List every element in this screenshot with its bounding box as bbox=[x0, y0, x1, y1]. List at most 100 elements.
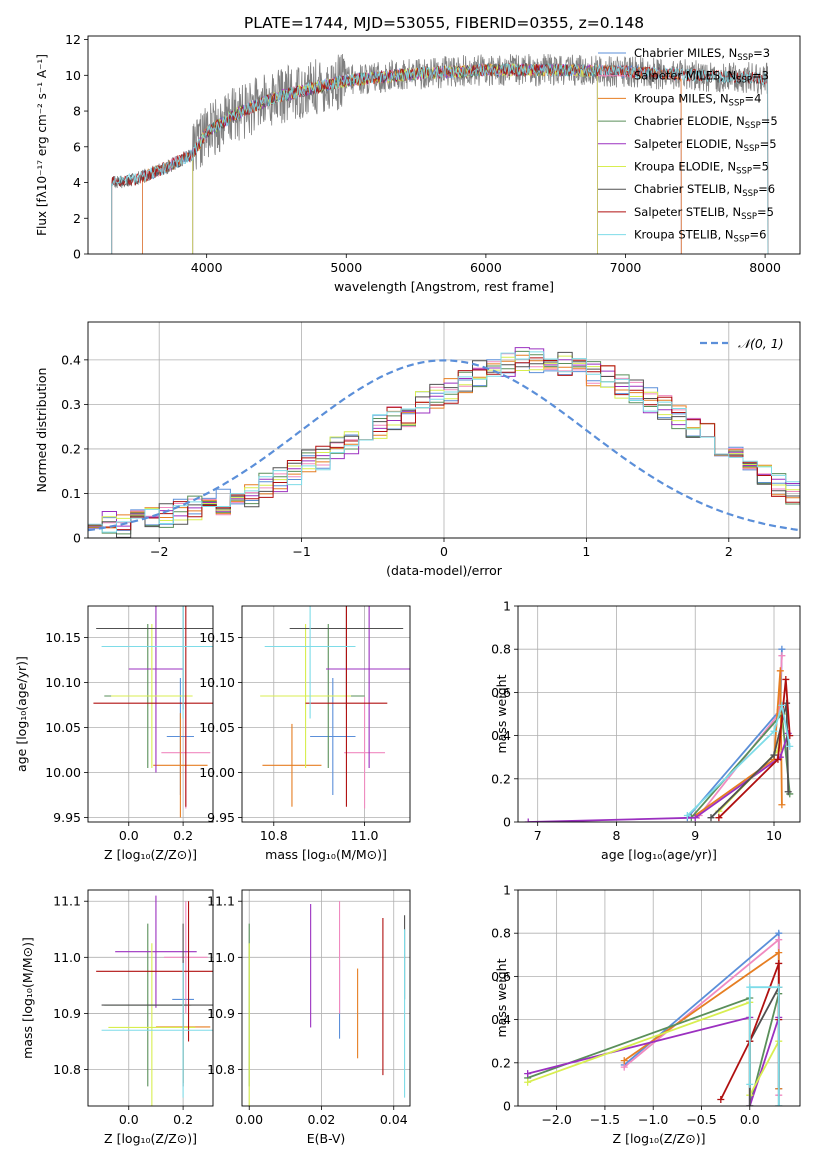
y-tick-label: 1 bbox=[503, 599, 511, 614]
model-spectrum-chabrier-elodie bbox=[192, 62, 598, 254]
plot-area bbox=[524, 645, 794, 822]
x-tick-label: 0.00 bbox=[235, 1112, 263, 1127]
x-tick-label: 0.2 bbox=[173, 828, 193, 843]
x-tick-label: −1.0 bbox=[638, 1112, 668, 1127]
marker-salpeter-miles bbox=[778, 652, 786, 660]
marker-kroupa-stelib bbox=[775, 983, 783, 991]
legend-entry-chabrier-elodie: Chabrier ELODIE, NSSP=5 bbox=[634, 114, 778, 131]
x-tick-label: 2 bbox=[725, 544, 733, 559]
marker-kroupa-miles bbox=[775, 949, 783, 957]
y-axis-label: Normed distribution bbox=[34, 368, 49, 493]
marker-kroupa-miles bbox=[778, 801, 786, 809]
legend-entry-salpeter-elodie: Salpeter ELODIE, NSSP=5 bbox=[634, 137, 777, 154]
model-spectrum-kroupa-miles bbox=[141, 63, 682, 254]
y-tick-label: 0.4 bbox=[491, 1012, 511, 1027]
marker-kroupa-miles bbox=[620, 1057, 628, 1065]
marker-chabrier-stelib bbox=[707, 814, 715, 822]
grid bbox=[88, 890, 213, 1106]
y-tick-label: 9.95 bbox=[53, 810, 81, 825]
y-tick-label: 4 bbox=[73, 175, 81, 190]
panel-3: 10.8 11.0 9.95 10.00 10.05 10.10 10.15 mass [lo… bbox=[199, 605, 411, 862]
x-tick-label: 4000 bbox=[191, 260, 223, 275]
x-axis-label: age [log₁₀(age/yr)] bbox=[601, 847, 717, 862]
marker-salpeter-stelib bbox=[782, 675, 790, 683]
y-axis-label: mass [log₁₀(M/M⊙)] bbox=[20, 937, 35, 1059]
plot-area bbox=[524, 929, 783, 1106]
marker-chabrier-miles bbox=[775, 929, 783, 937]
x-tick-label: 9 bbox=[691, 828, 699, 843]
panel-7: −2.0 −1.5 −1.0 −0.5 0.0 0 0.2 0.4 0.6 0.8 1 Z [log₁… bbox=[491, 883, 801, 1146]
y-tick-label: 0 bbox=[73, 247, 81, 262]
y-tick-label: 11.0 bbox=[53, 950, 81, 965]
x-tick-label: −2 bbox=[150, 544, 168, 559]
marker-kroupa-stelib bbox=[775, 1102, 783, 1106]
axes-frame bbox=[87, 889, 214, 1107]
x-axis-label: (data-model)/error bbox=[386, 563, 503, 578]
x-tick-label: 0.0 bbox=[740, 1112, 760, 1127]
axes-frame bbox=[87, 605, 214, 823]
x-axis-label: E(B-V) bbox=[307, 1131, 346, 1146]
y-tick-label: 0 bbox=[503, 1099, 511, 1114]
y-tick-label: 10.10 bbox=[45, 675, 81, 690]
histogram-salpeter-miles bbox=[88, 353, 800, 529]
legend: Chabrier MILES, NSSP=3 Salpeter MILES, NS… bbox=[598, 46, 778, 245]
figure-title: PLATE=1744, MJD=53055, FIBERID=0355, z=0… bbox=[244, 14, 644, 32]
histogram-kroupa-stelib bbox=[88, 351, 800, 533]
x-tick-label: 11.0 bbox=[351, 828, 379, 843]
marker-kroupa-stelib bbox=[683, 812, 691, 820]
grid bbox=[88, 606, 213, 822]
y-tick-label: 0.6 bbox=[491, 685, 511, 700]
x-tick-label: 10 bbox=[766, 828, 782, 843]
marker-kroupa-stelib bbox=[746, 1080, 754, 1088]
y-tick-label: 9.95 bbox=[207, 810, 235, 825]
x-tick-label: 6000 bbox=[470, 260, 502, 275]
legend-entry-gaussian: 𝒩(0, 1) bbox=[738, 336, 784, 351]
series-chabrier-miles bbox=[686, 649, 783, 819]
y-tick-label: 8 bbox=[73, 104, 81, 119]
marker-kroupa-stelib bbox=[770, 727, 778, 735]
marker-kroupa-stelib bbox=[746, 983, 754, 991]
series-kroupa-stelib bbox=[748, 986, 780, 1106]
y-axis-label: mass weight bbox=[494, 674, 509, 753]
series-salpeter-stelib bbox=[718, 679, 791, 819]
legend-entry-salpeter-stelib: Salpeter STELIB, NSSP=5 bbox=[634, 205, 774, 222]
legend-entry-kroupa-stelib: Kroupa STELIB, NSSP=6 bbox=[634, 228, 766, 245]
x-axis-label: Z [log₁₀(Z/Z⊙)] bbox=[104, 847, 197, 862]
panel-5: 0.0 0.2 10.8 10.9 11.0 11.1 Z [log₁₀(Z/Z⊙)] mas… bbox=[20, 889, 214, 1146]
panel-4: 7 8 9 10 0 0.2 0.4 0.6 0.8 1 age [log₁₀(age/yr)] ma… bbox=[491, 599, 801, 862]
panel-2: 0.0 0.2 9.95 10.00 10.05 10.10 10.15 Z [log₁₀(Z… bbox=[14, 605, 214, 862]
marker-salpeter-stelib bbox=[717, 1096, 725, 1104]
x-tick-label: 8000 bbox=[749, 260, 781, 275]
y-tick-label: 10 bbox=[65, 68, 81, 83]
series-kroupa-miles bbox=[694, 670, 783, 817]
y-tick-label: 10.10 bbox=[199, 675, 235, 690]
marker-chabrier-stelib bbox=[746, 1102, 754, 1106]
marker-salpeter-miles bbox=[775, 936, 783, 944]
legend: 𝒩(0, 1) bbox=[700, 336, 784, 351]
x-tick-label: 8 bbox=[612, 828, 620, 843]
y-tick-label: 0.4 bbox=[491, 728, 511, 743]
grid bbox=[242, 890, 410, 1106]
y-tick-label: 0.3 bbox=[61, 397, 81, 412]
y-tick-label: 11.0 bbox=[207, 950, 235, 965]
x-tick-label: −0.5 bbox=[686, 1112, 716, 1127]
axes-frame bbox=[517, 605, 801, 823]
x-axis-label: Z [log₁₀(Z/Z⊙)] bbox=[613, 1131, 706, 1146]
plot-area bbox=[93, 606, 213, 818]
y-tick-label: 0.6 bbox=[491, 969, 511, 984]
panel-6: 0.00 0.02 0.04 10.8 10.9 11.0 11.1 E(B-V) bbox=[207, 889, 411, 1146]
legend-entry-chabrier-miles: Chabrier MILES, NSSP=3 bbox=[634, 46, 770, 63]
model-spectrum-salpeter-miles bbox=[141, 62, 682, 254]
y-tick-label: 10.05 bbox=[199, 720, 235, 735]
panel-1: −2 −1 0 1 2 0 0.1 0.2 0.3 0.4 (data-model)/error No… bbox=[34, 321, 801, 578]
marker-kroupa-stelib bbox=[786, 742, 794, 750]
grid bbox=[242, 606, 410, 822]
y-tick-label: 10.9 bbox=[53, 1006, 81, 1021]
y-axis-label: age [log₁₀(age/yr)] bbox=[14, 656, 29, 772]
legend-entry-kroupa-elodie: Kroupa ELODIE, NSSP=5 bbox=[634, 160, 769, 177]
y-tick-label: 10.8 bbox=[207, 1062, 235, 1077]
x-tick-label: 0.0 bbox=[119, 828, 139, 843]
series-kroupa-stelib bbox=[686, 705, 791, 817]
y-tick-label: 0.2 bbox=[491, 1055, 511, 1070]
